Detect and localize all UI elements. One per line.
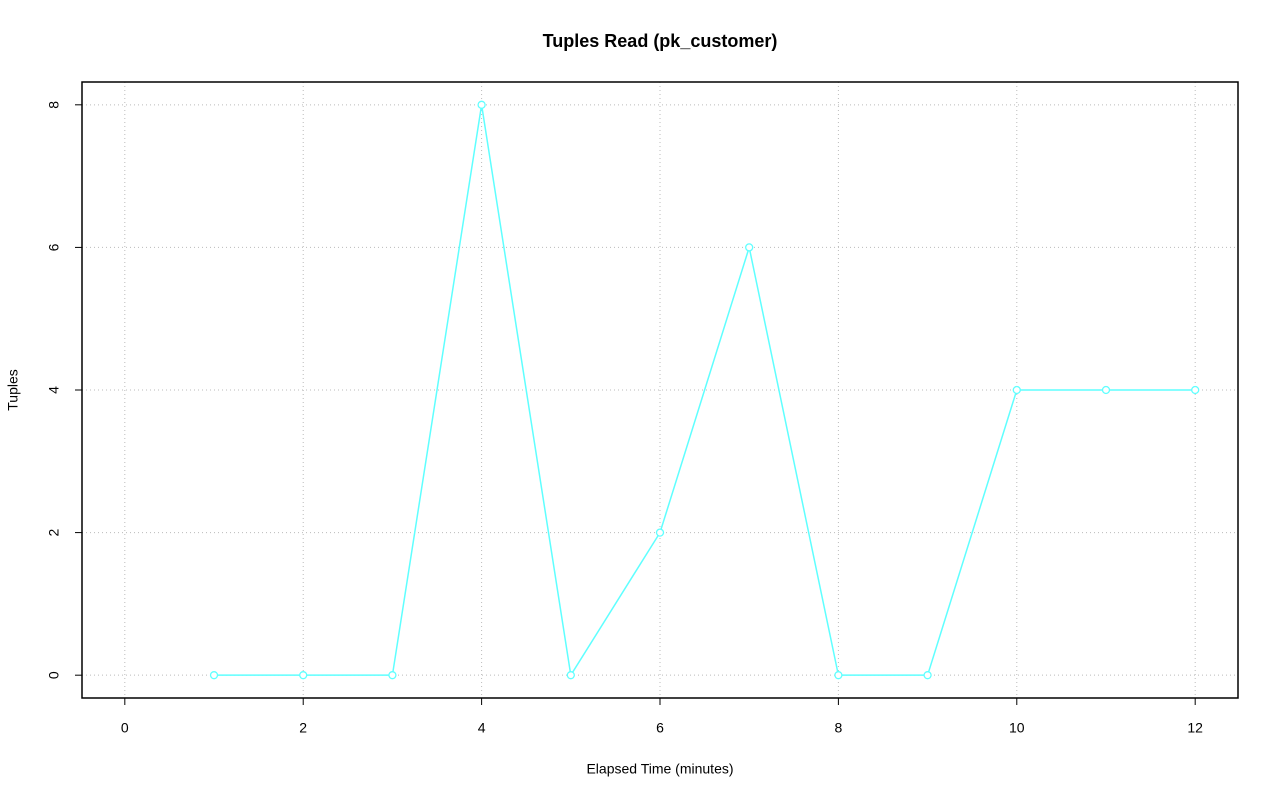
x-axis-title: Elapsed Time (minutes) (586, 761, 733, 777)
data-point (477, 100, 486, 109)
y-tick-label: 4 (46, 386, 62, 394)
y-tick-label: 0 (46, 671, 62, 679)
x-tick-label: 10 (1009, 720, 1025, 736)
data-point (834, 671, 843, 680)
data-point (745, 243, 754, 252)
data-point (923, 671, 932, 680)
data-point (1101, 385, 1111, 395)
data-point (566, 671, 575, 680)
x-tick-label: 4 (478, 720, 486, 736)
y-tick-label: 2 (46, 528, 62, 536)
plot-frame (81, 81, 1239, 699)
x-tick-label: 8 (834, 720, 842, 736)
data-point (209, 671, 219, 680)
data-point (388, 671, 397, 680)
data-point (1191, 385, 1200, 395)
x-tick-label: 6 (656, 720, 664, 736)
x-tick-label: 12 (1187, 720, 1203, 736)
x-tick-label: 0 (121, 720, 129, 736)
data-line (214, 104, 1196, 678)
data-point (1012, 385, 1021, 395)
chart-title: Tuples Read (pk_customer) (543, 31, 778, 51)
data-point (655, 528, 665, 537)
y-axis-title: Tuples (5, 369, 21, 411)
y-tick-label: 8 (46, 101, 62, 109)
y-tick-label: 6 (46, 243, 62, 251)
x-tick-label: 2 (299, 720, 307, 736)
data-point (299, 671, 308, 680)
